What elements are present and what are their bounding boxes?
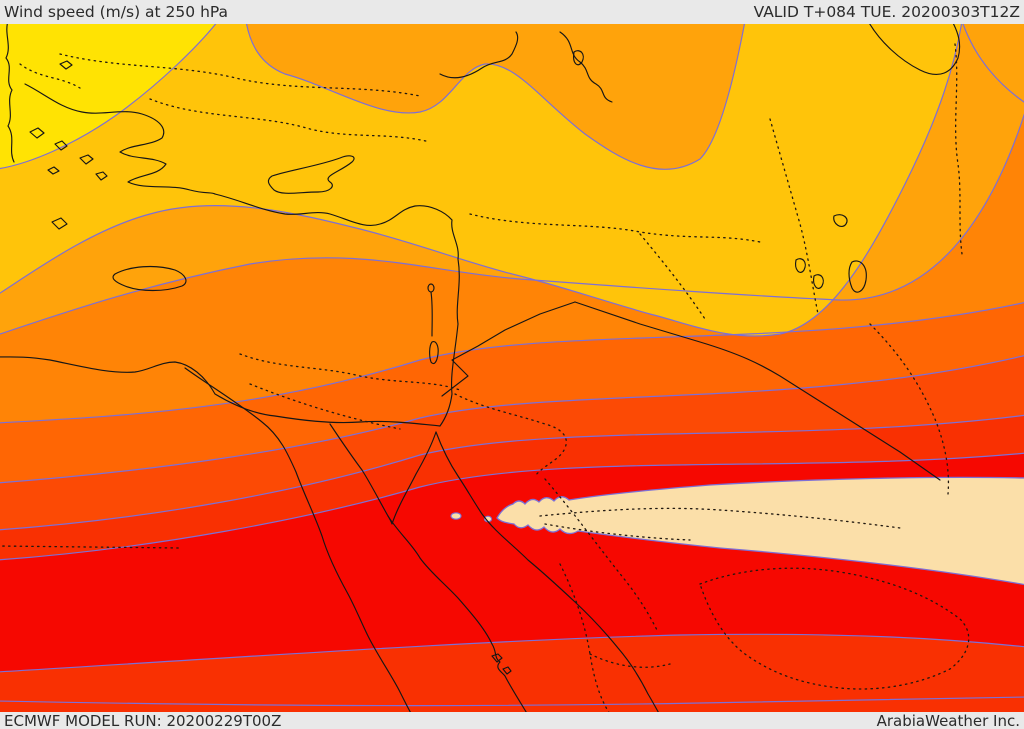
footer-bar: ECMWF MODEL RUN: 20200229T00Z ArabiaWeat… [0,712,1024,729]
branding-label: ArabiaWeather Inc. [876,711,1020,729]
coastlines [0,24,961,712]
model-run-label: ECMWF MODEL RUN: 20200229T00Z [4,711,282,729]
band-south-of-jet [0,633,1024,712]
header-bar: Wind speed (m/s) at 250 hPa VALID T+084 … [0,0,1024,24]
contour-amber-north-notch [246,24,746,170]
band-amber [0,24,962,336]
contour-yellow [0,24,217,170]
jet-core-streak [496,476,1024,586]
valid-time-label: VALID T+084 TUE. 20200303T12Z [753,3,1020,21]
map-title: Wind speed (m/s) at 250 hPa [4,3,229,21]
contour-amber-south [0,24,963,337]
map-canvas [0,24,1024,712]
contour-ne-corner [962,24,1024,103]
wind-speed-contour-map [0,24,1024,712]
contour-lines [0,113,1024,561]
band-yellow [0,24,216,169]
contour-bottom [0,696,1024,707]
dotted-borders [0,43,970,712]
jet-core-spot [450,512,462,520]
band-ne-corner [963,24,1024,102]
